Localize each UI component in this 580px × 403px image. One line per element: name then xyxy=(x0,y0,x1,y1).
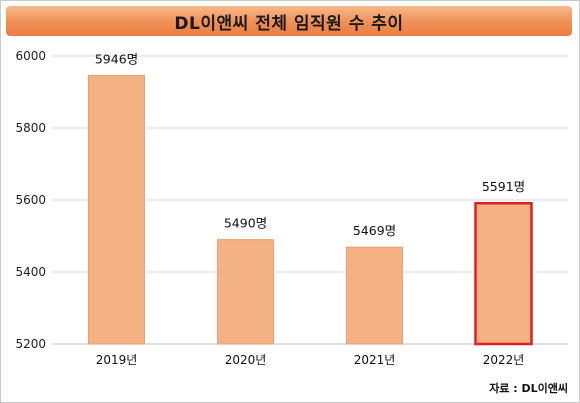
title-banner: DL이앤씨 전체 임직원 수 추이 xyxy=(6,6,572,36)
x-tick-label: 2019년 xyxy=(96,353,138,367)
value-label: 5469명 xyxy=(353,223,396,238)
value-label: 5490명 xyxy=(224,216,267,231)
y-tick-label: 5600 xyxy=(15,193,46,207)
bar-2022년 xyxy=(474,201,533,346)
x-axis-ticks: 2019년 2020년 2021년 2022년 xyxy=(96,353,525,367)
y-tick-label: 5400 xyxy=(15,265,46,279)
value-label: 5946명 xyxy=(95,51,138,66)
bars xyxy=(88,74,533,346)
x-tick-label: 2022년 xyxy=(483,353,525,367)
y-tick-label: 5200 xyxy=(15,337,46,351)
bar-2020년 xyxy=(217,239,274,345)
value-labels: 5946명 5490명 5469명 5591명 xyxy=(95,51,525,238)
x-tick-label: 2020년 xyxy=(225,353,267,367)
x-tick-label: 2021년 xyxy=(354,353,396,367)
y-tick-label: 5800 xyxy=(15,121,46,135)
bar-2021년 xyxy=(346,246,403,345)
y-tick-label: 6000 xyxy=(15,49,46,63)
source-note: 자료 : DL이앤씨 xyxy=(489,382,568,395)
value-label: 5591명 xyxy=(482,179,525,194)
bar-2019년 xyxy=(88,74,145,345)
y-axis-ticks: 5200 5400 5600 5800 6000 xyxy=(15,49,46,351)
chart-title: DL이앤씨 전체 임직원 수 추이 xyxy=(174,13,404,34)
